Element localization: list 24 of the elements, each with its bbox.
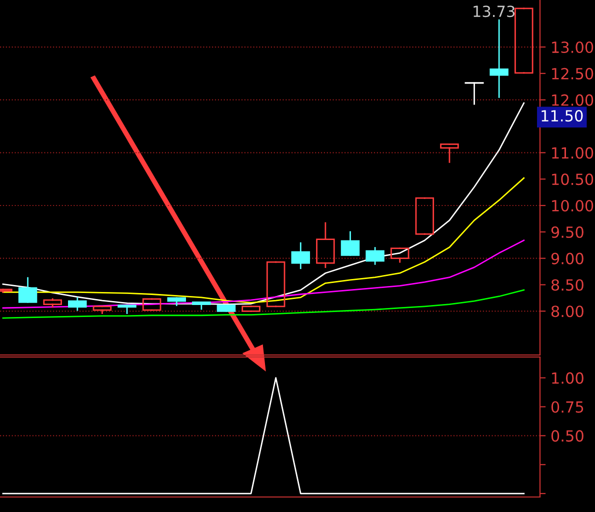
line-series — [2, 102, 525, 305]
y-tick-label: 13.00 — [552, 41, 594, 54]
y-tick-label: 8.00 — [551, 306, 584, 318]
line-series — [2, 289, 525, 319]
y-tick-label: 9.00 — [551, 252, 584, 264]
candlestick — [316, 222, 335, 268]
y-tick-label: 10.50 — [552, 174, 594, 186]
y-tick-label: 11.00 — [552, 147, 594, 159]
y-tick-label: 8.50 — [551, 279, 584, 291]
line-series — [2, 177, 525, 304]
y-tick-label: 12.50 — [552, 68, 594, 80]
annotation: 13.73 — [474, 6, 514, 18]
y-tick-label: 0.50 — [551, 430, 584, 442]
candlestick — [464, 82, 484, 105]
y-tick-label: 0.75 — [551, 401, 584, 413]
y-tick-label: 1.00 — [552, 372, 584, 384]
candlestick — [68, 297, 87, 311]
y-tick-label: 9.50 — [551, 226, 584, 238]
y-tick-label: 10.00 — [552, 200, 594, 212]
candlestick — [291, 242, 310, 270]
candlestick — [490, 19, 508, 98]
candlestick — [43, 298, 62, 308]
y-tick-label: 12.00 — [552, 94, 594, 106]
text: 11.50 — [542, 110, 583, 122]
